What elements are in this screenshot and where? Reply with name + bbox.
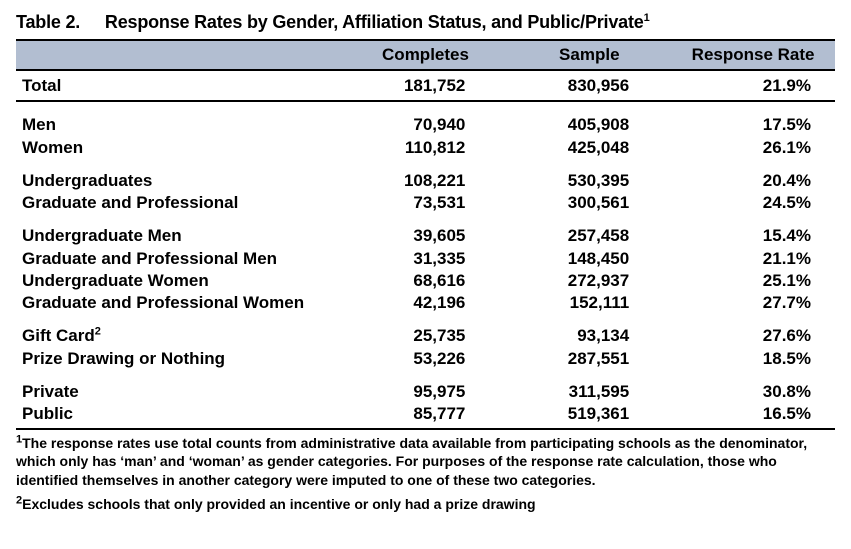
table-row: Total181,752830,95621.9% bbox=[16, 70, 835, 101]
row-label: Graduate and Professional Men bbox=[16, 247, 344, 269]
table-row: Undergraduate Men39,605257,45815.4% bbox=[16, 213, 835, 246]
row-label: Graduate and Professional bbox=[16, 191, 344, 213]
row-label: Gift Card2 bbox=[16, 313, 344, 346]
cell-rate: 21.9% bbox=[671, 70, 835, 101]
cell-rate: 21.1% bbox=[671, 247, 835, 269]
cell-rate: 16.5% bbox=[671, 402, 835, 429]
cell-completes: 42,196 bbox=[344, 291, 508, 313]
cell-completes: 73,531 bbox=[344, 191, 508, 213]
cell-rate: 20.4% bbox=[671, 158, 835, 191]
cell-completes: 68,616 bbox=[344, 269, 508, 291]
cell-rate: 18.5% bbox=[671, 347, 835, 369]
footnote-text: Excludes schools that only provided an i… bbox=[22, 496, 535, 512]
cell-completes: 85,777 bbox=[344, 402, 508, 429]
cell-rate: 24.5% bbox=[671, 191, 835, 213]
cell-rate: 27.6% bbox=[671, 313, 835, 346]
cell-rate: 25.1% bbox=[671, 269, 835, 291]
row-label: Undergraduates bbox=[16, 158, 344, 191]
cell-rate: 30.8% bbox=[671, 369, 835, 402]
cell-sample: 830,956 bbox=[507, 70, 671, 101]
cell-completes: 70,940 bbox=[344, 101, 508, 135]
cell-sample: 300,561 bbox=[507, 191, 671, 213]
table-header-row: Completes Sample Response Rate bbox=[16, 40, 835, 70]
cell-completes: 31,335 bbox=[344, 247, 508, 269]
row-label: Undergraduate Men bbox=[16, 213, 344, 246]
table-row: Undergraduates108,221530,39520.4% bbox=[16, 158, 835, 191]
cell-sample: 530,395 bbox=[507, 158, 671, 191]
table-row: Public85,777519,36116.5% bbox=[16, 402, 835, 429]
table-number: Table 2. bbox=[16, 12, 80, 33]
cell-sample: 93,134 bbox=[507, 313, 671, 346]
col-header-completes: Completes bbox=[344, 40, 508, 70]
table-row: Women110,812425,04826.1% bbox=[16, 136, 835, 158]
cell-completes: 39,605 bbox=[344, 213, 508, 246]
cell-sample: 425,048 bbox=[507, 136, 671, 158]
table-heading: Response Rates by Gender, Affiliation St… bbox=[105, 12, 644, 32]
row-label: Graduate and Professional Women bbox=[16, 291, 344, 313]
cell-completes: 53,226 bbox=[344, 347, 508, 369]
cell-completes: 25,735 bbox=[344, 313, 508, 346]
table-title: Table 2. Response Rates by Gender, Affil… bbox=[16, 12, 835, 33]
cell-sample: 287,551 bbox=[507, 347, 671, 369]
table-row: Graduate and Professional Women42,196152… bbox=[16, 291, 835, 313]
cell-sample: 152,111 bbox=[507, 291, 671, 313]
footnote: 2Excludes schools that only provided an … bbox=[16, 495, 835, 513]
table-row: Private95,975311,59530.8% bbox=[16, 369, 835, 402]
cell-sample: 148,450 bbox=[507, 247, 671, 269]
title-footnote-marker: 1 bbox=[644, 12, 650, 24]
cell-rate: 27.7% bbox=[671, 291, 835, 313]
cell-sample: 272,937 bbox=[507, 269, 671, 291]
table-row: Gift Card225,73593,13427.6% bbox=[16, 313, 835, 346]
footnote-text: The response rates use total counts from… bbox=[16, 435, 807, 487]
table-row: Undergraduate Women68,616272,93725.1% bbox=[16, 269, 835, 291]
row-label: Public bbox=[16, 402, 344, 429]
footnote: 1The response rates use total counts fro… bbox=[16, 434, 835, 489]
cell-sample: 519,361 bbox=[507, 402, 671, 429]
cell-rate: 26.1% bbox=[671, 136, 835, 158]
row-label: Prize Drawing or Nothing bbox=[16, 347, 344, 369]
col-header-blank bbox=[16, 40, 344, 70]
cell-sample: 311,595 bbox=[507, 369, 671, 402]
cell-completes: 110,812 bbox=[344, 136, 508, 158]
row-label: Men bbox=[16, 101, 344, 135]
row-label: Undergraduate Women bbox=[16, 269, 344, 291]
row-footnote-marker: 2 bbox=[95, 326, 101, 338]
col-header-rate: Response Rate bbox=[671, 40, 835, 70]
response-rates-table: Completes Sample Response Rate Total181,… bbox=[16, 39, 835, 430]
table-row: Graduate and Professional73,531300,56124… bbox=[16, 191, 835, 213]
cell-completes: 108,221 bbox=[344, 158, 508, 191]
cell-completes: 95,975 bbox=[344, 369, 508, 402]
row-label: Total bbox=[16, 70, 344, 101]
cell-rate: 17.5% bbox=[671, 101, 835, 135]
row-label: Women bbox=[16, 136, 344, 158]
cell-rate: 15.4% bbox=[671, 213, 835, 246]
table-row: Graduate and Professional Men31,335148,4… bbox=[16, 247, 835, 269]
cell-completes: 181,752 bbox=[344, 70, 508, 101]
row-label: Private bbox=[16, 369, 344, 402]
cell-sample: 405,908 bbox=[507, 101, 671, 135]
cell-sample: 257,458 bbox=[507, 213, 671, 246]
table-row: Prize Drawing or Nothing53,226287,55118.… bbox=[16, 347, 835, 369]
table-row: Men70,940405,90817.5% bbox=[16, 101, 835, 135]
col-header-sample: Sample bbox=[507, 40, 671, 70]
footnotes: 1The response rates use total counts fro… bbox=[16, 434, 835, 513]
